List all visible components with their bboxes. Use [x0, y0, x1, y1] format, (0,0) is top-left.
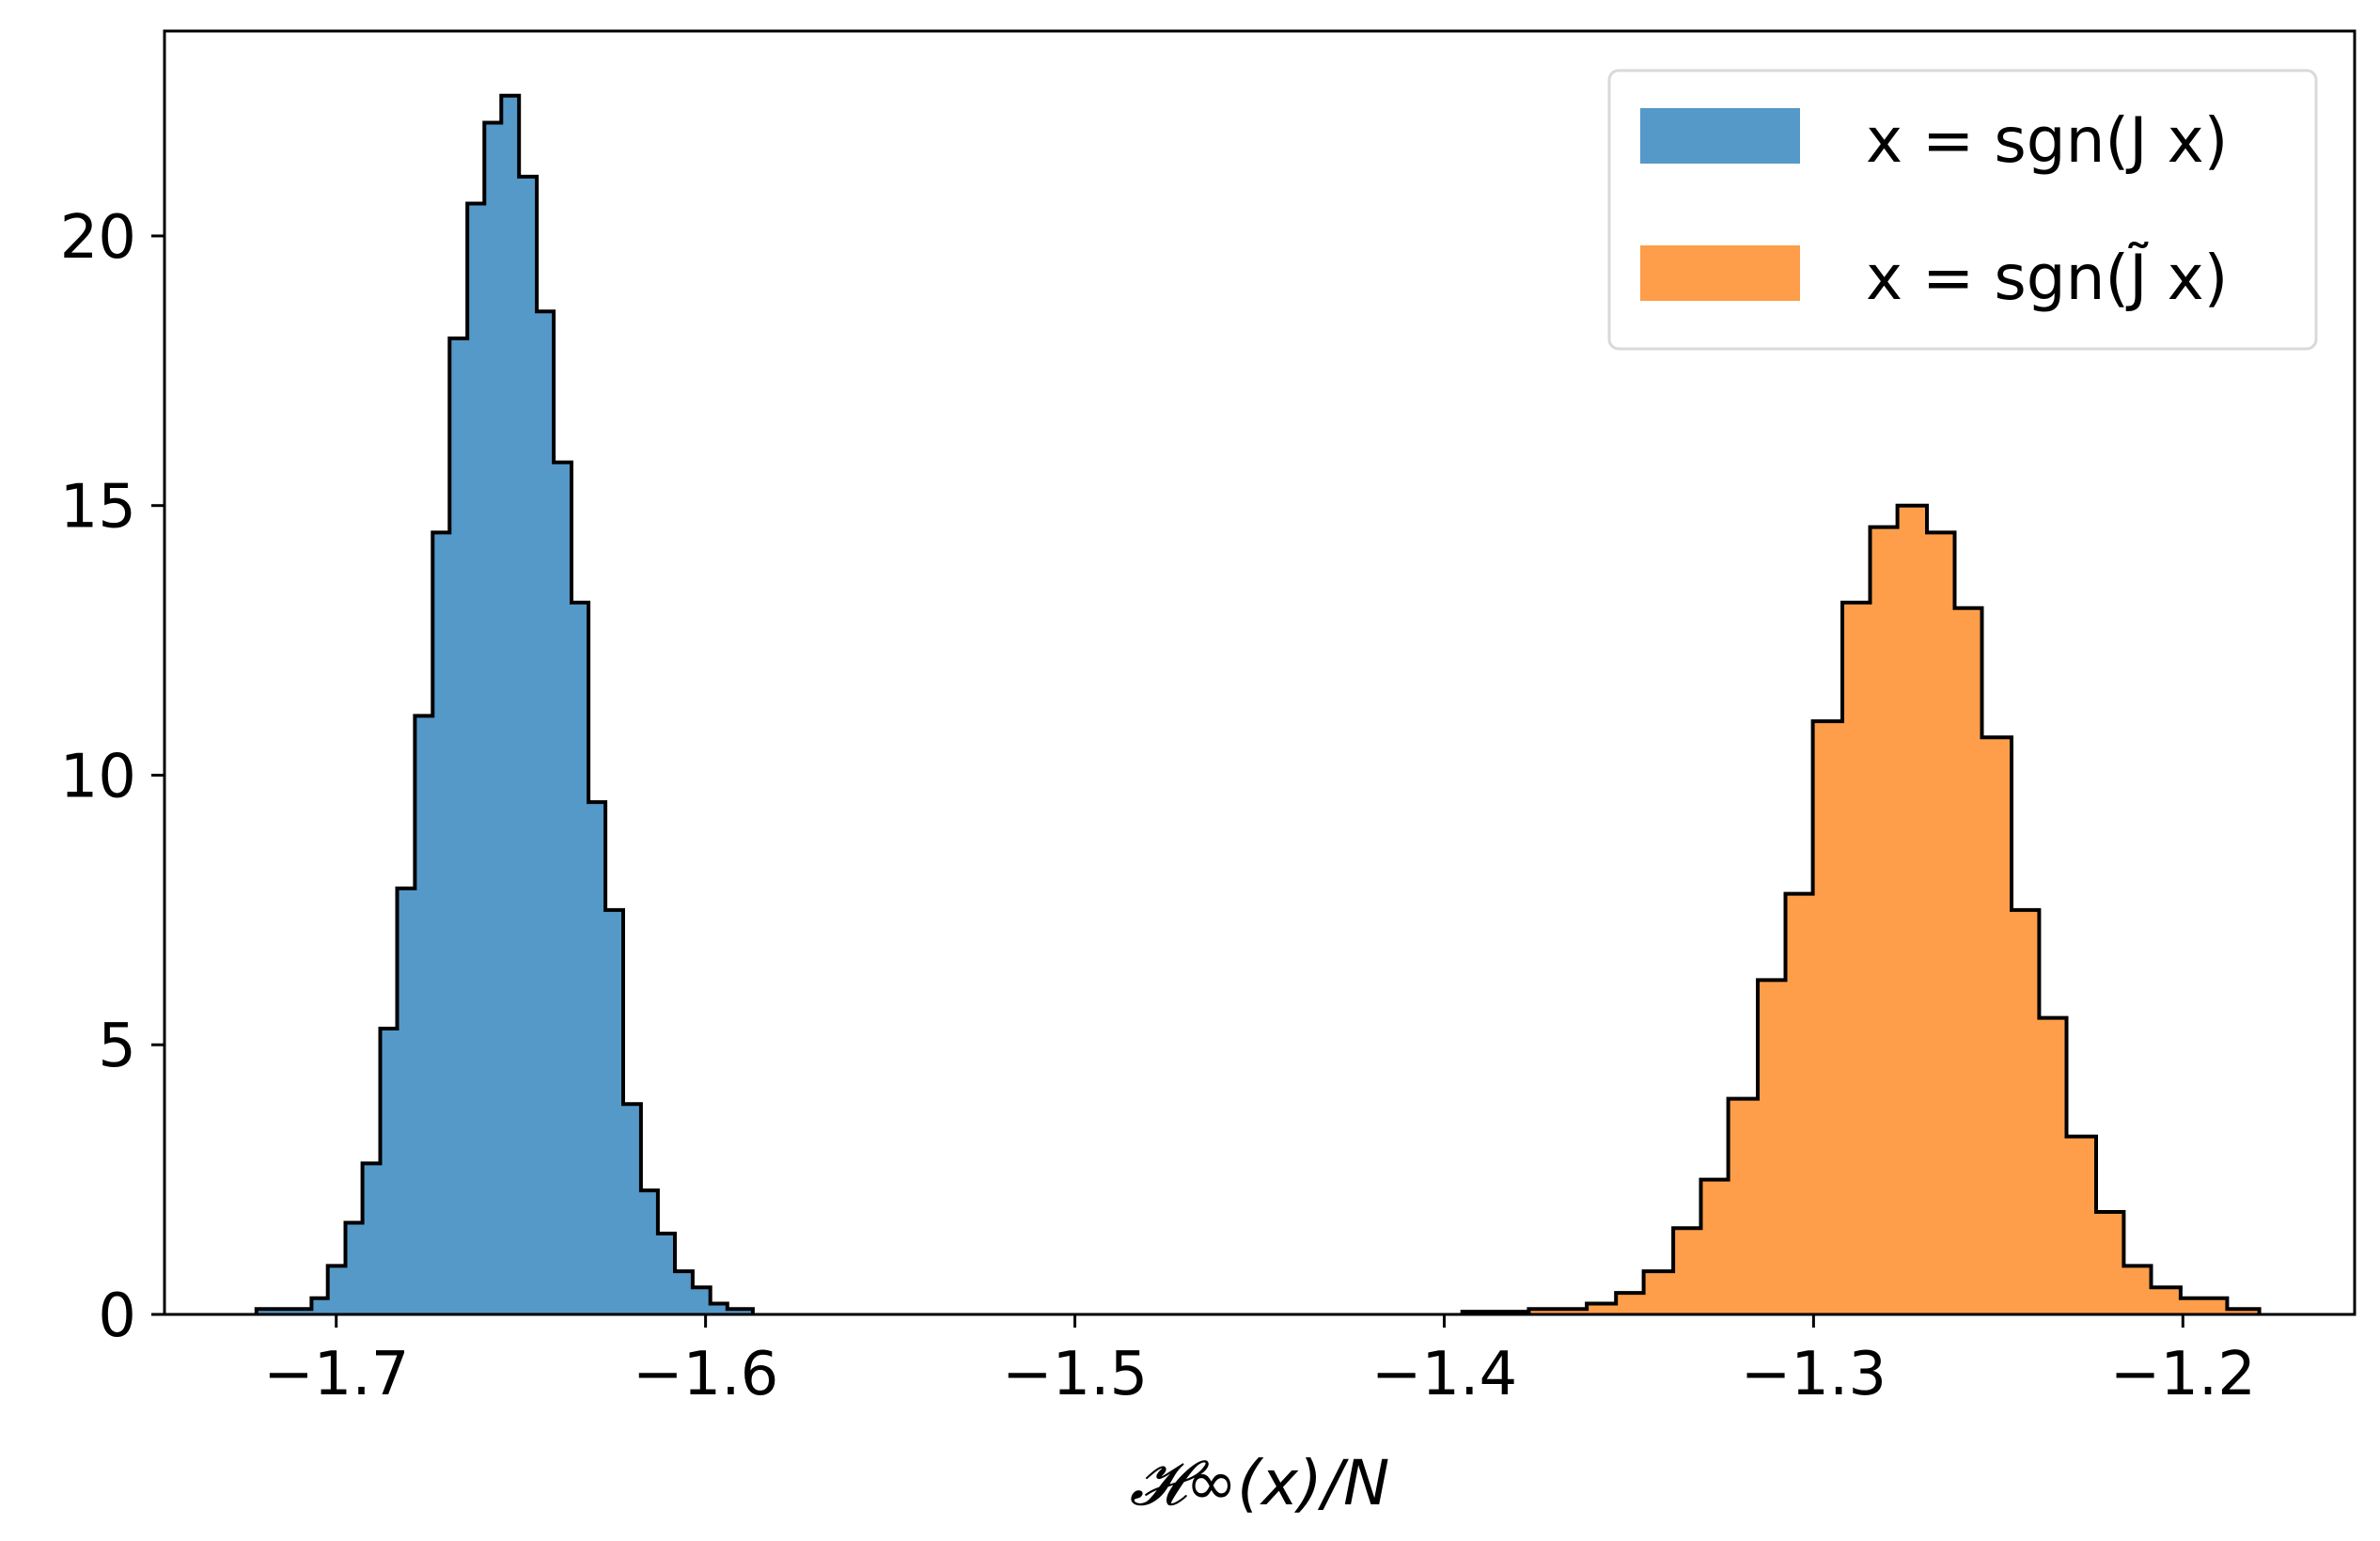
histogram-bar-series-1-bin-11	[448, 338, 468, 1315]
y-tick-label: 0	[98, 1282, 136, 1351]
histogram-bar-series-2-bin-16	[1926, 532, 1955, 1315]
histogram-outline-series-1	[254, 93, 755, 1314]
histogram-bar-series-2-bin-6	[1643, 1270, 1674, 1315]
y-axis: 0 5 10 15 20	[60, 203, 164, 1351]
legend-swatch-series-2	[1640, 245, 1800, 301]
histogram-bar-series-1-bin-4	[327, 1266, 347, 1315]
histogram-bar-series-2-bin-14	[1870, 527, 1899, 1315]
histogram-bar-series-1-bin-6	[362, 1163, 381, 1315]
histogram-bar-series-2-bin-10	[1757, 980, 1786, 1315]
histogram-bar-series-2-bin-17	[1954, 607, 1983, 1315]
histogram-bar-series-2-bin-21	[2066, 1136, 2097, 1315]
y-tick-label: 20	[60, 203, 136, 273]
plot-frame	[163, 29, 2357, 1316]
histogram-bar-series-2-bin-5	[1615, 1292, 1645, 1315]
histogram-bar-series-2-bin-12	[1812, 720, 1843, 1315]
legend-label-series-1: x = sgn(J x)	[1866, 104, 2228, 177]
histogram-bar-series-2-bin-19	[2011, 909, 2040, 1315]
histogram-bar-series-1-bin-10	[431, 532, 450, 1315]
histogram-bar-series-1-bin-24	[674, 1270, 694, 1315]
histogram-bar-series-1-bin-8	[397, 888, 415, 1315]
histogram-bar-series-1-bin-15	[518, 176, 538, 1315]
x-tick-label: −1.6	[633, 1340, 778, 1409]
histogram-bar-series-1-bin-9	[414, 715, 433, 1315]
x-tick-label: −1.3	[1741, 1340, 1887, 1409]
histogram-bar-series-2-bin-22	[2095, 1211, 2124, 1315]
histogram-bar-series-2-bin-23	[2122, 1266, 2152, 1315]
outline-layer	[254, 93, 2262, 1314]
x-tick-label: −1.7	[263, 1340, 409, 1409]
histogram-bar-series-2-bin-20	[2038, 1017, 2067, 1315]
histogram-bar-series-1-bin-13	[483, 122, 502, 1315]
legend: x = sgn(J x) x = sgn(J̃ x)	[1607, 69, 2318, 351]
histogram-bar-series-2-bin-7	[1672, 1227, 1701, 1315]
histogram-bar-series-1-bin-19	[587, 801, 606, 1315]
histogram-bar-series-2-bin-18	[1981, 736, 2012, 1315]
histogram-bar-series-1-bin-16	[536, 310, 555, 1315]
histogram-bar-series-1-bin-23	[657, 1233, 676, 1315]
histogram-bar-series-2-bin-9	[1728, 1098, 1759, 1315]
histogram-bar-series-1-bin-18	[571, 602, 589, 1315]
histogram-bar-series-2-bin-8	[1700, 1179, 1730, 1315]
legend-swatch-series-1	[1640, 108, 1800, 164]
histogram-bar-series-2-bin-24	[2151, 1286, 2182, 1315]
x-tick-label: −1.2	[2110, 1340, 2256, 1409]
histogram-bar-series-1-bin-21	[622, 1103, 642, 1315]
histogram-bar-series-1-bin-7	[380, 1028, 399, 1315]
x-tick-label: −1.5	[1002, 1340, 1148, 1409]
histogram-bar-series-2-bin-11	[1785, 893, 1814, 1315]
y-tick-label: 5	[98, 1012, 136, 1081]
histogram-bar-series-1-bin-3	[310, 1297, 329, 1315]
histogram-bar-series-2-bin-15	[1897, 505, 1928, 1315]
legend-label-series-2: x = sgn(J̃ x)	[1866, 242, 2228, 314]
histogram-bar-series-1-bin-25	[692, 1286, 712, 1315]
histogram-bar-series-1-bin-14	[500, 95, 520, 1315]
histogram-bar-series-1-bin-20	[604, 909, 624, 1315]
histogram-bar-series-2-bin-13	[1841, 602, 1871, 1315]
bars-layer	[256, 95, 2260, 1315]
x-tick-label: −1.4	[1371, 1340, 1517, 1409]
histogram-outline-series-2	[1460, 503, 2262, 1314]
histogram-bar-series-1-bin-22	[640, 1189, 659, 1315]
histogram-bar-series-2-bin-25	[2180, 1297, 2228, 1315]
y-tick-label: 15	[60, 473, 136, 542]
histogram-bar-series-1-bin-5	[345, 1222, 364, 1315]
y-tick-label: 10	[60, 742, 136, 811]
histogram-bar-series-1-bin-12	[466, 203, 485, 1315]
x-axis: −1.7 −1.6 −1.5 −1.4 −1.3 −1.2	[263, 1314, 2256, 1409]
histogram-bar-series-1-bin-17	[553, 462, 572, 1315]
x-axis-label: 𝓗∞(x)/N	[1130, 1447, 1390, 1519]
